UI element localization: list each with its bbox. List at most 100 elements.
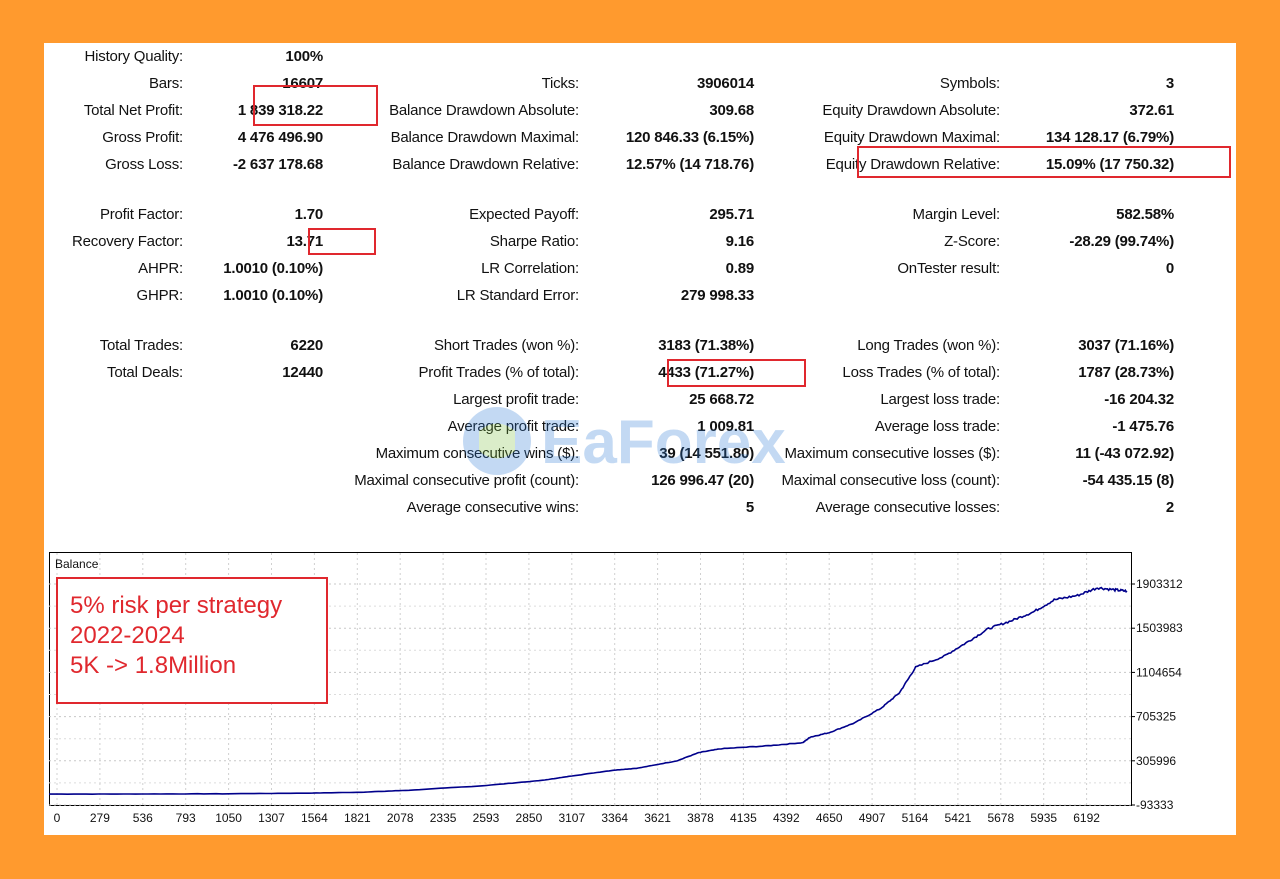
x-tick-label: 2335 — [430, 811, 457, 825]
lr-std-error-label: LR Standard Error: — [456, 287, 579, 304]
recovery-factor-label: Recovery Factor: — [72, 233, 183, 250]
x-tick-label: 1050 — [215, 811, 242, 825]
ontester-label: OnTester result: — [897, 260, 1000, 277]
total-net-profit-value: 1 839 318.22 — [237, 102, 323, 119]
history-quality-value: 100% — [285, 48, 323, 65]
x-tick-label: 2078 — [387, 811, 414, 825]
y-tick-label: 1903312 — [1136, 577, 1183, 591]
y-tick-label: 1104654 — [1136, 665, 1182, 679]
x-tick-label: 279 — [90, 811, 110, 825]
equity-dd-max-value: 134 128.17 (6.79%) — [1045, 129, 1174, 146]
x-tick-label: 5421 — [945, 811, 972, 825]
equity-dd-rel-value: 15.09% (17 750.32) — [1045, 156, 1174, 173]
balance-dd-max-label: Balance Drawdown Maximal: — [390, 129, 580, 146]
equity-dd-abs-label: Equity Drawdown Absolute: — [822, 102, 1000, 119]
average-loss-value: -1 475.76 — [1112, 418, 1174, 435]
max-consec-wins-value: 39 (14 551.80) — [659, 445, 754, 462]
largest-loss-value: -16 204.32 — [1104, 391, 1174, 408]
largest-profit-label: Largest profit trade: — [453, 391, 579, 408]
chart-y-axis: 1903312 1503983 1104654 705325 305996 -93333 — [1131, 577, 1183, 812]
balance-dd-abs-label: Balance Drawdown Absolute: — [389, 102, 579, 119]
ghpr-label: GHPR: — [136, 287, 183, 304]
total-trades-label: Total Trades: — [99, 337, 183, 354]
long-trades-value: 3037 (71.16%) — [1078, 337, 1174, 354]
ahpr-value: 1.0010 (0.10%) — [223, 260, 323, 277]
x-tick-label: 3621 — [644, 811, 671, 825]
z-score-value: -28.29 (99.74%) — [1069, 233, 1174, 250]
lr-correlation-label: LR Correlation: — [481, 260, 579, 277]
ontester-value: 0 — [1165, 260, 1174, 277]
sharpe-ratio-value: 9.16 — [725, 233, 755, 250]
annotation-line-1: 5% risk per strategy — [70, 592, 283, 619]
profit-trades-value: 4433 (71.27%) — [658, 364, 754, 381]
ticks-value: 3906014 — [697, 75, 754, 92]
history-quality-label: History Quality: — [84, 48, 184, 65]
balance-dd-abs-value: 309.68 — [709, 102, 754, 119]
expected-payoff-value: 295.71 — [709, 206, 754, 223]
y-tick-label: -93333 — [1136, 798, 1174, 812]
profit-trades-label: Profit Trades (% of total): — [418, 364, 580, 381]
x-tick-label: 5164 — [902, 811, 929, 825]
x-tick-label: 1821 — [344, 811, 371, 825]
x-tick-label: 4392 — [773, 811, 800, 825]
margin-level-label: Margin Level: — [912, 206, 1001, 223]
x-tick-label: 3107 — [558, 811, 585, 825]
avg-consec-wins-label: Average consecutive wins: — [406, 499, 580, 516]
highlight-equity-dd-relative — [857, 146, 1231, 178]
x-tick-label: 1564 — [301, 811, 328, 825]
equity-dd-rel-label: Equity Drawdown Relative: — [825, 156, 1000, 173]
max-consec-losses-value: 11 (-43 072.92) — [1075, 445, 1174, 462]
x-tick-label: 6192 — [1073, 811, 1100, 825]
average-profit-label: Average profit trade: — [447, 418, 580, 435]
symbols-label: Symbols: — [939, 75, 1000, 92]
largest-loss-label: Largest loss trade: — [880, 391, 1000, 408]
chart-title: Balance — [55, 557, 99, 571]
lr-correlation-value: 0.89 — [725, 260, 755, 277]
x-tick-label: 536 — [133, 811, 153, 825]
y-tick-label: 305996 — [1136, 754, 1176, 768]
bars-label: Bars: — [148, 75, 183, 92]
average-loss-label: Average loss trade: — [874, 418, 1000, 435]
maximal-consec-loss-value: -54 435.15 (8) — [1082, 472, 1175, 489]
y-tick-label: 1503983 — [1136, 621, 1183, 635]
ghpr-value: 1.0010 (0.10%) — [223, 287, 323, 304]
recovery-factor-value: 13.71 — [286, 233, 323, 250]
short-trades-value: 3183 (71.38%) — [658, 337, 754, 354]
short-trades-label: Short Trades (won %): — [433, 337, 579, 354]
z-score-label: Z-Score: — [944, 233, 1000, 250]
x-tick-label: 0 — [54, 811, 61, 825]
balance-series-line — [49, 586, 1128, 796]
loss-trades-label: Loss Trades (% of total): — [842, 364, 1000, 381]
x-tick-label: 1307 — [258, 811, 285, 825]
x-tick-label: 2593 — [473, 811, 500, 825]
highlight-profit-trades — [667, 359, 806, 387]
bars-value: 16607 — [282, 75, 323, 92]
ticks-label: Ticks: — [541, 75, 580, 92]
total-net-profit-label: Total Net Profit: — [83, 102, 183, 119]
lr-std-error-value: 279 998.33 — [680, 287, 754, 304]
avg-consec-wins-value: 5 — [745, 499, 754, 516]
avg-consec-losses-value: 2 — [1165, 499, 1174, 516]
total-deals-value: 12440 — [282, 364, 323, 381]
annotation-line-2: 2022-2024 — [70, 622, 185, 649]
long-trades-label: Long Trades (won %): — [857, 337, 1000, 354]
maximal-consec-profit-value: 126 996.47 (20) — [651, 472, 754, 489]
risk-annotation-box: 5% risk per strategy 2022-2024 5K -> 1.8… — [56, 577, 328, 704]
largest-profit-value: 25 668.72 — [689, 391, 754, 408]
x-tick-label: 793 — [176, 811, 196, 825]
maximal-consec-loss-label: Maximal consecutive loss (count): — [781, 472, 1001, 489]
balance-dd-max-value: 120 846.33 (6.15%) — [625, 129, 754, 146]
x-tick-label: 5935 — [1030, 811, 1057, 825]
margin-level-value: 582.58% — [1116, 206, 1174, 223]
gross-profit-value: 4 476 496.90 — [237, 129, 323, 146]
average-profit-value: 1 009.81 — [697, 418, 754, 435]
x-tick-label: 4650 — [816, 811, 843, 825]
equity-dd-abs-value: 372.61 — [1129, 102, 1174, 119]
max-consec-wins-label: Maximum consecutive wins ($): — [375, 445, 580, 462]
x-tick-label: 3878 — [687, 811, 714, 825]
x-tick-label: 2850 — [516, 811, 543, 825]
symbols-value: 3 — [1165, 75, 1174, 92]
equity-dd-max-label: Equity Drawdown Maximal: — [823, 129, 1000, 146]
balance-dd-rel-label: Balance Drawdown Relative: — [392, 156, 579, 173]
profit-factor-label: Profit Factor: — [99, 206, 183, 223]
